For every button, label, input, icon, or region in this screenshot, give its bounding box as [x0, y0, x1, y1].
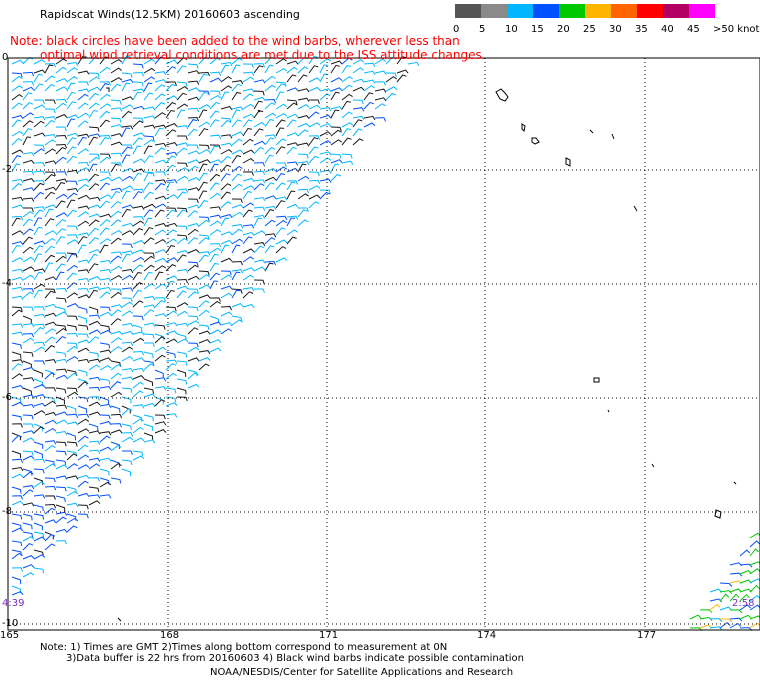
longitude-label: 168 [160, 630, 180, 641]
footer-note-1: Note: 1) Times are GMT 2)Times along bot… [40, 642, 448, 653]
footer-note-2: 3)Data buffer is 22 hrs from 20160603 4)… [66, 653, 524, 664]
legend-label: 35 [635, 24, 648, 35]
legend-label: 20 [557, 24, 570, 35]
legend-swatch [533, 4, 559, 18]
legend-label: 0 [453, 24, 460, 35]
legend-swatch [507, 4, 533, 18]
footer-credit: NOAA/NESDIS/Center for Satellite Applica… [210, 667, 514, 678]
legend-label: >50 knots [713, 24, 760, 35]
legend-swatch [585, 4, 611, 18]
legend-swatch [689, 4, 715, 18]
legend-swatch [611, 4, 637, 18]
lat-lon-grid [8, 58, 760, 630]
latitude-label: -10 [2, 618, 19, 629]
latitude-label: -8 [2, 506, 12, 517]
time-label-right: 2:58 [732, 598, 755, 609]
wind-barbs [11, 55, 760, 632]
longitude-label: 171 [319, 630, 339, 641]
legend-swatch [637, 4, 663, 18]
map-title: Rapidscat Winds(12.5KM) 20160603 ascendi… [40, 8, 300, 21]
legend-color-bar [455, 4, 715, 18]
legend-label: 5 [479, 24, 486, 35]
time-label-left: 4:39 [2, 598, 25, 609]
latitude-label: 0 [2, 52, 9, 63]
legend-label: 10 [505, 24, 518, 35]
longitude-label: 177 [637, 630, 657, 641]
legend-swatch [455, 4, 481, 18]
longitude-label: 174 [477, 630, 497, 641]
map-frame [7, 57, 760, 631]
note-line-2: optimal wind retrieval conditions are me… [40, 48, 486, 62]
note-line-1: Note: black circles have been added to t… [10, 34, 460, 48]
islands [106, 87, 737, 622]
legend-label: 40 [661, 24, 674, 35]
legend-label: 30 [609, 24, 622, 35]
latitude-label: -6 [2, 392, 12, 403]
legend-label: 45 [687, 24, 700, 35]
legend-label: 15 [531, 24, 544, 35]
longitude-label: 165 [0, 630, 20, 641]
legend-swatch [481, 4, 507, 18]
legend-swatch [663, 4, 689, 18]
legend-label: 25 [583, 24, 596, 35]
latitude-label: -2 [2, 164, 12, 175]
latitude-label: -4 [2, 278, 12, 289]
legend-swatch [559, 4, 585, 18]
